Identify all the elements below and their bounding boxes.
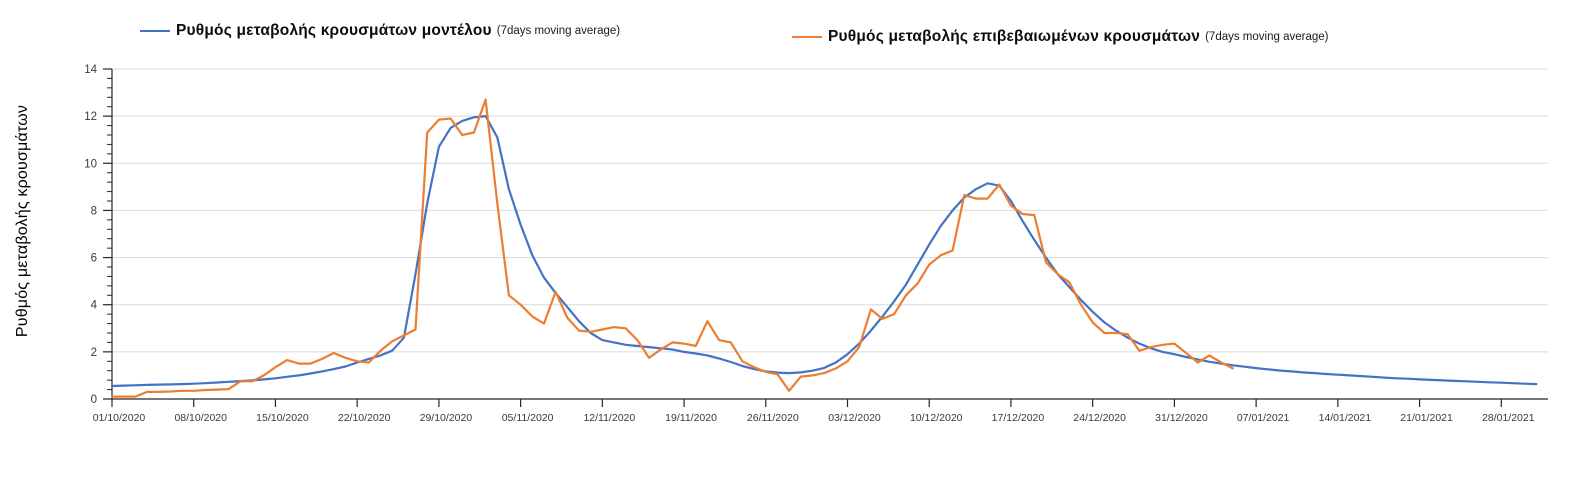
x-tick-label: 08/10/2020	[174, 412, 227, 424]
y-tick-label: 2	[91, 347, 97, 359]
x-tick-label: 29/10/2020	[420, 412, 473, 424]
series-line-model	[110, 114, 1538, 388]
y-tick-label: 4	[91, 300, 98, 312]
legend-suffix-model: (7days moving average)	[496, 25, 621, 37]
x-tick-label: 12/11/2020	[583, 412, 635, 424]
x-tick-label: 17/12/2020	[992, 412, 1045, 424]
x-tick-label: 15/10/2020	[256, 412, 309, 424]
y-tick-label: 6	[91, 253, 97, 265]
legend-line-swatch-confirmed	[792, 36, 822, 38]
x-tick-label: 01/10/2020	[93, 412, 146, 424]
x-tick-label: 07/01/2021	[1237, 412, 1290, 424]
y-tick-label: 8	[91, 205, 97, 217]
x-tick-label: 14/01/2021	[1319, 412, 1372, 424]
x-tick-label: 22/10/2020	[338, 412, 391, 424]
legend-label-confirmed: Ρυθμός μεταβολής επιβεβαιωμένων κρουσμάτ…	[828, 28, 1201, 45]
legend-suffix-confirmed: (7days moving average)	[1205, 31, 1329, 43]
x-tick-label: 21/01/2021	[1400, 412, 1453, 424]
x-tick-label: 31/12/2020	[1155, 412, 1208, 424]
x-tick-label: 10/12/2020	[910, 412, 963, 424]
y-tick-label: 14	[84, 64, 97, 76]
x-tick-label: 03/12/2020	[828, 412, 881, 424]
x-tick-label: 26/11/2020	[747, 412, 799, 424]
y-axis-title: Ρυθμός μεταβολής κρουσμάτων	[14, 104, 31, 338]
legend-label-model: Ρυθμός μεταβολής κρουσμάτων μοντέλου	[176, 22, 492, 39]
series-line-confirmed	[110, 98, 1234, 398]
y-tick-label: 0	[91, 394, 97, 406]
x-tick-label: 19/11/2020	[665, 412, 717, 424]
y-tick-label: 10	[84, 158, 97, 170]
legend-item-model: Ρυθμός μεταβολής κρουσμάτων μοντέλου (7d…	[140, 22, 620, 40]
legend-item-confirmed: Ρυθμός μεταβολής επιβεβαιωμένων κρουσμάτ…	[792, 28, 1328, 46]
x-tick-label: 24/12/2020	[1073, 412, 1126, 424]
x-tick-label: 05/11/2020	[502, 412, 554, 424]
legend-line-swatch-model	[140, 30, 170, 32]
y-tick-label: 12	[84, 111, 97, 123]
x-tick-label: 28/01/2021	[1482, 412, 1535, 424]
